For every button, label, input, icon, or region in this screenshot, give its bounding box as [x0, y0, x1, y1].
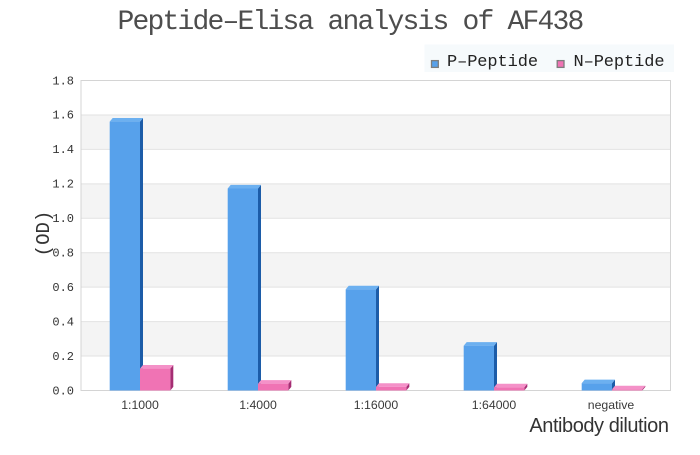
svg-text:1.8: 1.8 [52, 74, 74, 88]
svg-text:1:4000: 1:4000 [239, 398, 277, 412]
svg-text:Antibody dilution: Antibody dilution [529, 415, 668, 437]
svg-text:1:64000: 1:64000 [472, 398, 517, 412]
svg-text:0.2: 0.2 [52, 350, 74, 364]
svg-text:1.2: 1.2 [52, 178, 74, 192]
svg-text:P–Peptide: P–Peptide [447, 53, 538, 72]
svg-text:Peptide–Elisa analysis of AF43: Peptide–Elisa analysis of AF438 [117, 7, 582, 38]
svg-text:1.0: 1.0 [52, 212, 74, 226]
svg-text:0.4: 0.4 [52, 315, 74, 329]
svg-text:1.4: 1.4 [52, 143, 74, 157]
svg-text:0.6: 0.6 [52, 281, 74, 295]
svg-text:N–Peptide: N–Peptide [574, 53, 665, 72]
svg-text:1:16000: 1:16000 [354, 398, 399, 412]
svg-text:0.8: 0.8 [52, 247, 74, 261]
svg-text:(OD): (OD) [33, 211, 55, 257]
svg-text:0.0: 0.0 [52, 384, 74, 398]
svg-text:1.6: 1.6 [52, 109, 74, 123]
svg-text:negative: negative [588, 398, 635, 412]
svg-text:1:1000: 1:1000 [121, 398, 159, 412]
